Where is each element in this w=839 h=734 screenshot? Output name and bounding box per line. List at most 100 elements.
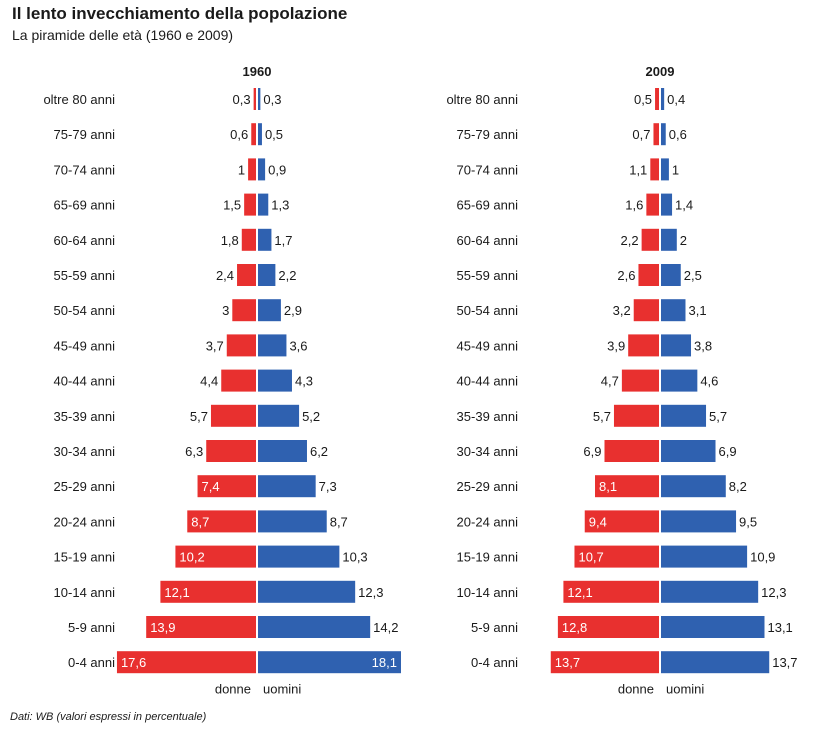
bar-uomini xyxy=(661,299,686,322)
value-label-donne: 0,3 xyxy=(233,92,251,107)
value-label-donne: 9,4 xyxy=(589,514,607,529)
value-label-uomini: 6,9 xyxy=(719,444,737,459)
age-group-label: 65-69 anni xyxy=(457,198,519,213)
age-group-label: 20-24 anni xyxy=(54,514,116,529)
bar-donne xyxy=(251,123,256,146)
value-label-uomini: 10,9 xyxy=(750,550,775,565)
bar-donne xyxy=(253,88,256,110)
bar-uomini xyxy=(258,158,266,181)
value-label-donne: 10,2 xyxy=(179,550,204,565)
age-group-label: 45-49 anni xyxy=(54,338,116,353)
value-label-donne: 1,8 xyxy=(221,233,239,248)
age-group-label: 0-4 anni xyxy=(471,655,518,670)
bar-donne xyxy=(595,475,659,498)
value-label-donne: 8,1 xyxy=(599,479,617,494)
bar-donne xyxy=(175,545,256,568)
value-label-donne: 2,6 xyxy=(617,268,635,283)
age-group-label: 65-69 anni xyxy=(54,198,116,213)
bar-uomini xyxy=(258,404,300,427)
value-label-donne: 4,7 xyxy=(601,374,619,389)
age-group-label: 60-64 anni xyxy=(457,233,519,248)
bar-donne xyxy=(244,193,256,216)
age-group-label: 50-54 anni xyxy=(54,303,116,318)
value-label-donne: 2,4 xyxy=(216,268,234,283)
value-label-uomini: 12,3 xyxy=(761,585,786,600)
value-label-donne: 0,5 xyxy=(634,92,652,107)
age-group-label: 30-34 anni xyxy=(54,444,116,459)
age-group-label: 40-44 anni xyxy=(54,374,116,389)
age-group-label: 30-34 anni xyxy=(457,444,519,459)
value-label-donne: 12,8 xyxy=(562,620,587,635)
bar-donne xyxy=(248,158,256,181)
age-group-label: 15-19 anni xyxy=(457,550,519,565)
bar-uomini xyxy=(258,616,371,638)
bar-uomini xyxy=(258,123,262,146)
bar-uomini xyxy=(661,616,765,638)
value-label-donne: 1,1 xyxy=(629,162,647,177)
legend-donne: donne xyxy=(618,681,654,696)
value-label-donne: 13,7 xyxy=(555,655,580,670)
bar-donne xyxy=(160,580,256,603)
value-label-uomini: 4,3 xyxy=(295,374,313,389)
bar-uomini xyxy=(258,264,276,286)
bar-uomini xyxy=(258,299,281,322)
value-label-donne: 5,7 xyxy=(190,409,208,424)
bar-donne xyxy=(646,193,659,216)
value-label-uomini: 0,6 xyxy=(669,127,687,142)
age-group-label: oltre 80 anni xyxy=(43,92,115,107)
value-label-uomini: 14,2 xyxy=(373,620,398,635)
value-label-uomini: 8,2 xyxy=(729,479,747,494)
bar-uomini xyxy=(258,580,356,603)
value-label-uomini: 2 xyxy=(680,233,687,248)
value-label-uomini: 8,7 xyxy=(330,514,348,529)
bar-donne xyxy=(633,299,659,322)
age-group-label: 55-59 anni xyxy=(54,268,116,283)
bar-uomini xyxy=(258,334,287,357)
value-label-donne: 12,1 xyxy=(164,585,189,600)
bar-donne xyxy=(232,299,256,322)
bar-donne xyxy=(116,651,257,674)
bar-uomini xyxy=(661,264,681,286)
bar-uomini xyxy=(258,88,261,110)
value-label-uomini: 1,4 xyxy=(675,198,693,213)
chart-subtitle: La piramide delle età (1960 e 2009) xyxy=(12,27,234,43)
chart-title: Il lento invecchiamento della popolazion… xyxy=(12,4,348,23)
legend-uomini: uomini xyxy=(263,681,301,696)
bar-uomini xyxy=(258,510,327,533)
value-label-uomini: 0,9 xyxy=(268,162,286,177)
age-group-label: 35-39 anni xyxy=(54,409,116,424)
bar-uomini xyxy=(661,440,716,462)
bar-uomini xyxy=(661,475,726,498)
bar-uomini xyxy=(661,158,669,181)
bar-uomini xyxy=(258,193,269,216)
bar-donne xyxy=(221,369,256,392)
value-label-uomini: 18,1 xyxy=(372,655,397,670)
bar-donne xyxy=(210,404,256,427)
legend-uomini: uomini xyxy=(666,681,704,696)
bar-donne xyxy=(574,545,659,568)
bar-donne xyxy=(226,334,256,357)
bar-uomini xyxy=(661,193,673,216)
value-label-donne: 8,7 xyxy=(191,514,209,529)
value-label-uomini: 2,2 xyxy=(278,268,296,283)
source-note: Dati: WB (valori espressi in percentuale… xyxy=(10,711,207,723)
value-label-donne: 0,7 xyxy=(632,127,650,142)
bar-uomini xyxy=(661,334,692,357)
value-label-uomini: 5,7 xyxy=(709,409,727,424)
bar-uomini xyxy=(661,228,677,251)
bar-donne xyxy=(638,264,659,286)
bar-uomini xyxy=(661,404,707,427)
age-group-label: 55-59 anni xyxy=(457,268,519,283)
bar-donne xyxy=(241,228,256,251)
age-group-label: 75-79 anni xyxy=(457,127,519,142)
value-label-donne: 10,7 xyxy=(578,550,603,565)
bar-uomini xyxy=(258,651,401,674)
value-label-donne: 7,4 xyxy=(202,479,220,494)
value-label-donne: 17,6 xyxy=(121,655,146,670)
bar-uomini xyxy=(661,369,698,392)
age-group-label: 5-9 anni xyxy=(471,620,518,635)
age-group-label: 25-29 anni xyxy=(457,479,519,494)
age-group-label: 70-74 anni xyxy=(54,162,116,177)
bar-uomini xyxy=(258,369,292,392)
